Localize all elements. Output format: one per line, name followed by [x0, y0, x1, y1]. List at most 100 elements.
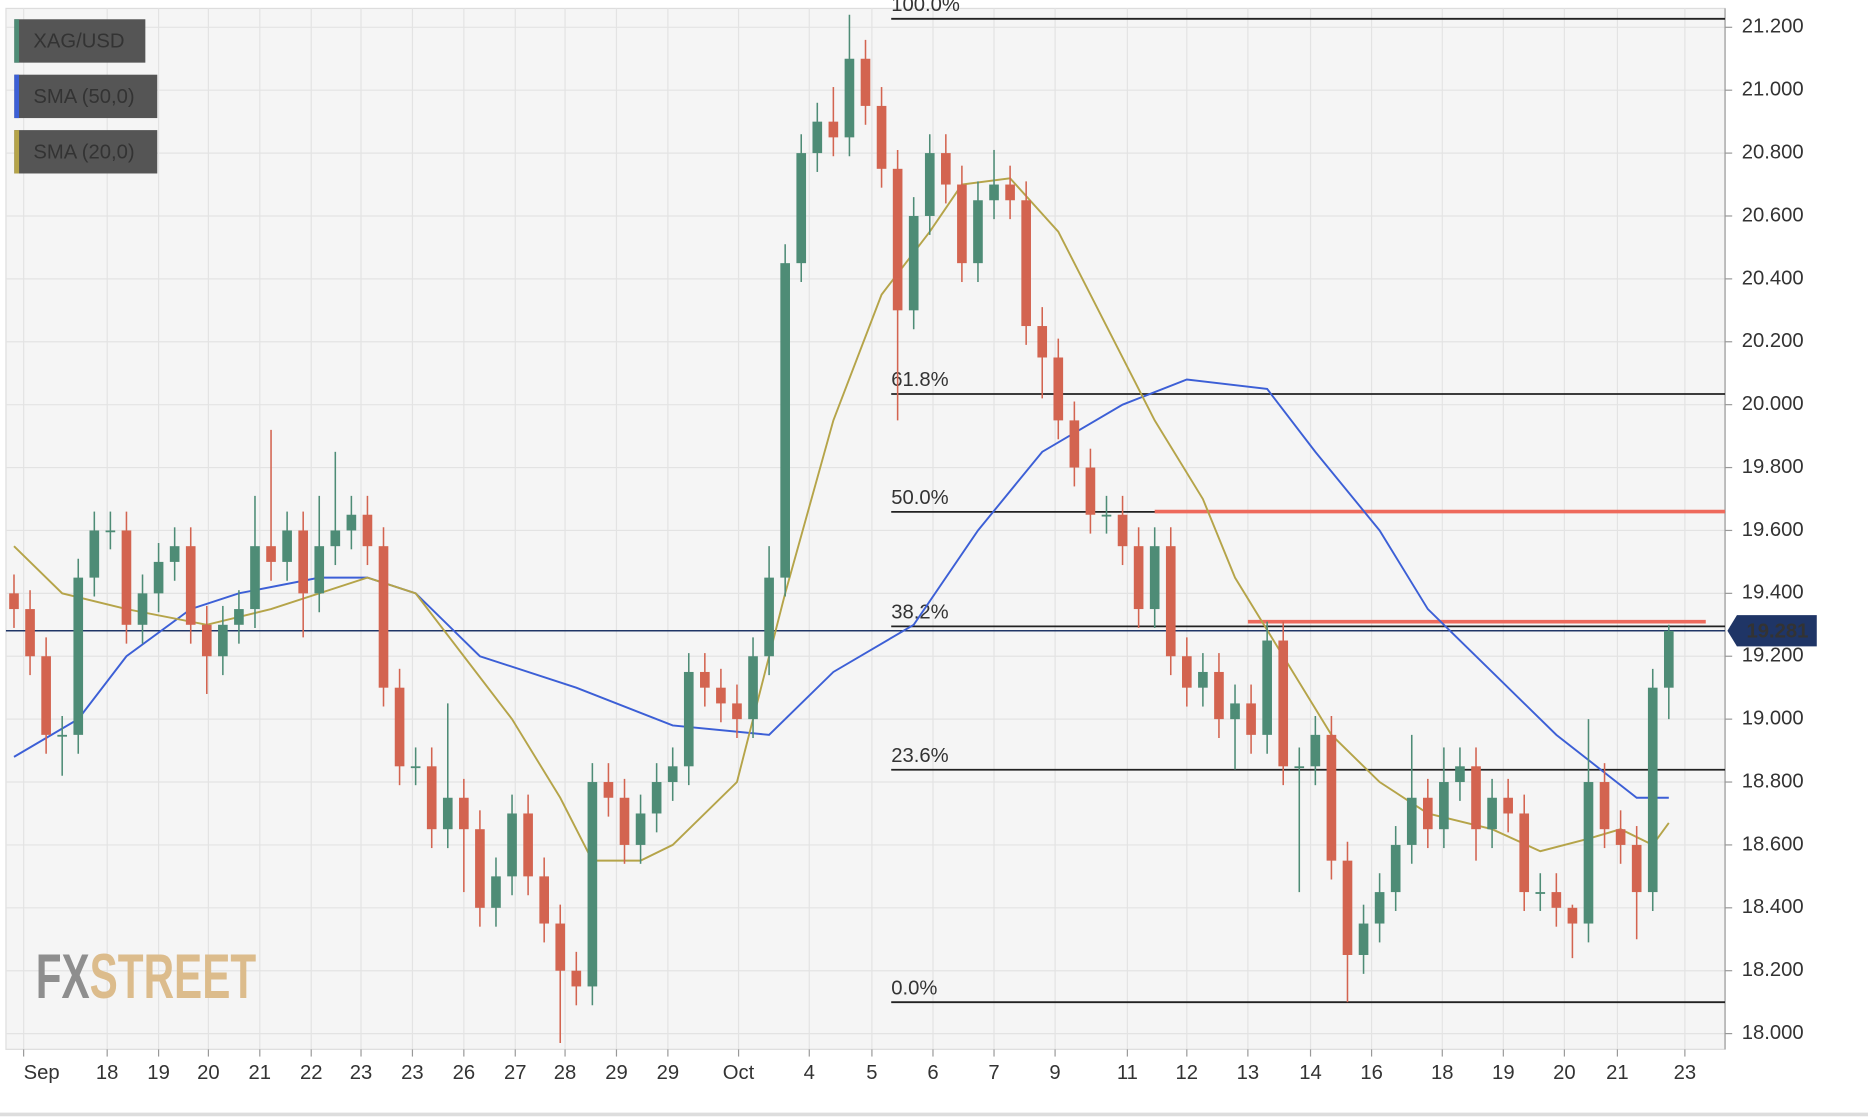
y-tick-label: 20.200	[1742, 330, 1804, 352]
candle-body	[1182, 656, 1192, 688]
candle-body	[105, 530, 116, 533]
y-tick-label: 18.000	[1742, 1022, 1804, 1044]
candle-body	[1519, 813, 1530, 893]
candle-body	[1406, 797, 1417, 845]
x-tick-label: 20	[197, 1062, 220, 1084]
candle-body	[89, 530, 100, 578]
candle-body	[603, 782, 614, 798]
candle-body	[876, 105, 887, 169]
last-price-label: 19.281	[1746, 620, 1808, 642]
candle-body	[153, 561, 164, 594]
x-tick-label: 11	[1117, 1062, 1138, 1084]
candle-body	[507, 813, 517, 877]
candle-body	[892, 168, 903, 311]
candle-body	[812, 121, 823, 154]
candle-body	[1583, 782, 1594, 924]
candle-body	[539, 876, 549, 924]
candle-body	[1390, 844, 1401, 893]
candle-body	[25, 609, 35, 657]
candle-body	[394, 687, 405, 767]
last-price-tag	[1727, 615, 1817, 647]
fib-label: 100.0%	[891, 0, 960, 16]
y-tick-label: 21.000	[1742, 79, 1804, 101]
x-tick-label: 13	[1237, 1062, 1260, 1084]
candle-body	[860, 58, 871, 106]
legend-box	[14, 74, 158, 119]
y-tick-label: 20.600	[1742, 204, 1804, 226]
candle-body	[234, 609, 244, 625]
candle-body	[1262, 640, 1272, 735]
x-tick-label: 23	[1674, 1062, 1697, 1084]
candle-body	[218, 624, 228, 657]
candle-body	[459, 797, 469, 830]
x-tick-label: 16	[1360, 1062, 1383, 1084]
candle-body	[1358, 923, 1369, 955]
candle-body	[1246, 703, 1256, 735]
watermark-prefix: FX	[36, 943, 90, 1012]
fib-label: 38.2%	[891, 601, 948, 623]
x-tick-label: 18	[1431, 1062, 1454, 1084]
x-tick-label: 19	[147, 1062, 170, 1084]
candle-body	[700, 671, 710, 688]
candle-body	[57, 734, 68, 737]
candle-body	[1165, 546, 1176, 657]
x-tick-label: 29	[605, 1062, 628, 1084]
candle-body	[1037, 326, 1048, 358]
candle-body	[1503, 797, 1513, 814]
y-tick-label: 18.800	[1742, 770, 1804, 792]
candle-body	[1101, 514, 1112, 517]
candle-body	[1647, 687, 1658, 893]
y-tick-label: 20.400	[1742, 267, 1804, 289]
candle-body	[1069, 420, 1080, 468]
x-tick-label: 21	[249, 1062, 272, 1084]
x-tick-label: 20	[1553, 1062, 1576, 1084]
candle-body	[169, 546, 180, 562]
candle-body	[732, 703, 742, 720]
candle-body	[1133, 546, 1144, 610]
x-tick-label: Oct	[723, 1062, 755, 1084]
candle-body	[635, 813, 646, 845]
x-tick-label: 14	[1299, 1062, 1322, 1084]
legend-label: XAG/USD	[33, 30, 124, 52]
candle-body	[924, 153, 935, 216]
candle-body	[442, 797, 453, 830]
candle-body	[1615, 829, 1626, 845]
fib-label: 61.8%	[891, 369, 948, 391]
candle-body	[1214, 671, 1224, 720]
candle-body	[1326, 734, 1337, 861]
legend-swatch	[14, 130, 20, 174]
y-tick-label: 19.800	[1742, 456, 1804, 478]
candle-body	[1455, 766, 1465, 783]
y-tick-label: 19.200	[1742, 645, 1804, 667]
candle-body	[1310, 734, 1321, 767]
candle-body	[764, 577, 774, 657]
candle-body	[796, 153, 807, 264]
candle-body	[1198, 671, 1208, 688]
x-tick-label: 9	[1049, 1062, 1060, 1084]
candle-body	[137, 593, 148, 625]
candle-body	[73, 577, 84, 735]
x-tick-label: 28	[554, 1062, 577, 1084]
x-tick-label: Sep	[24, 1062, 60, 1084]
candle-body	[1471, 766, 1481, 830]
legend-box	[14, 130, 158, 174]
y-tick-label: 19.000	[1742, 707, 1804, 729]
x-tick-label: 27	[504, 1062, 527, 1084]
legend-label: SMA (20,0)	[33, 141, 134, 163]
candle-body	[1439, 782, 1449, 830]
y-tick-label: 18.200	[1742, 959, 1804, 981]
candle-body	[716, 687, 726, 704]
candle-body	[250, 546, 260, 610]
x-tick-label: 4	[804, 1062, 815, 1084]
candle-body	[1117, 514, 1128, 547]
candle-body	[346, 514, 357, 531]
candle-body	[555, 923, 566, 971]
legend-swatch	[14, 19, 20, 63]
candle-body	[362, 514, 373, 547]
candle-body	[1631, 844, 1642, 893]
x-tick-label: 26	[453, 1062, 476, 1084]
candle-body	[1422, 797, 1433, 830]
candle-body	[587, 782, 598, 987]
